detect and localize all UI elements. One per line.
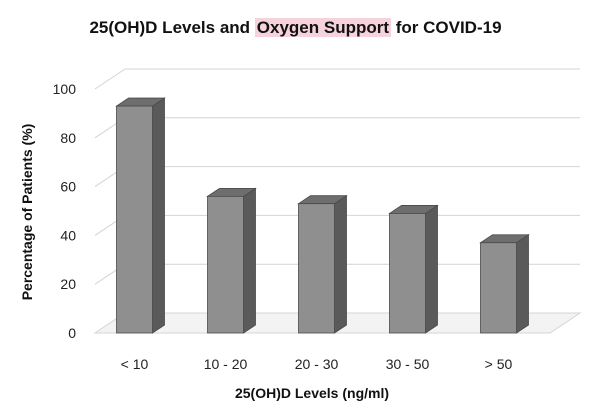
bar-front-face bbox=[298, 203, 335, 334]
bar-front-face bbox=[389, 213, 426, 334]
bar bbox=[479, 233, 530, 334]
x-axis-ticks: < 10 10 - 20 20 - 30 30 - 50 > 50 bbox=[121, 356, 513, 372]
bar-side-face bbox=[425, 204, 438, 334]
bar-side-face bbox=[243, 187, 256, 334]
chart-title-suffix: for COVID-19 bbox=[391, 18, 502, 37]
bar-front-face bbox=[116, 105, 153, 334]
x-axis-title: 25(OH)D Levels (ng/ml) bbox=[235, 385, 389, 401]
bar-front-face bbox=[207, 195, 244, 334]
y-tick-label: 60 bbox=[60, 179, 76, 195]
bar-side-face bbox=[334, 194, 347, 334]
x-tick-label: 10 - 20 bbox=[204, 356, 248, 372]
y-tick-label: 0 bbox=[68, 325, 76, 341]
y-tick-label: 20 bbox=[60, 276, 76, 292]
y-tick-label: 40 bbox=[60, 227, 76, 243]
x-tick-label: < 10 bbox=[121, 356, 149, 372]
bar-side-face bbox=[152, 97, 165, 334]
bar bbox=[388, 204, 439, 334]
bar-side-face bbox=[516, 233, 529, 334]
y-tick-label: 80 bbox=[60, 130, 76, 146]
chart-title-prefix: 25(OH)D Levels and bbox=[89, 18, 255, 37]
y-tick-label: 100 bbox=[53, 81, 77, 97]
gridline-side bbox=[94, 68, 126, 90]
x-tick-label: 20 - 30 bbox=[295, 356, 339, 372]
chart-title-highlight: Oxygen Support bbox=[254, 18, 392, 37]
y-axis-title: Percentage of Patients (%) bbox=[19, 124, 35, 301]
x-tick-label: 30 - 50 bbox=[386, 356, 430, 372]
bar bbox=[297, 194, 348, 334]
bars bbox=[115, 97, 530, 334]
x-tick-label: > 50 bbox=[485, 356, 513, 372]
y-axis-ticks: 0 20 40 60 80 100 bbox=[53, 81, 77, 341]
bar bbox=[206, 187, 257, 334]
chart-title: 25(OH)D Levels and Oxygen Support for CO… bbox=[0, 18, 591, 38]
bar bbox=[115, 97, 166, 334]
bar-front-face bbox=[480, 242, 517, 334]
